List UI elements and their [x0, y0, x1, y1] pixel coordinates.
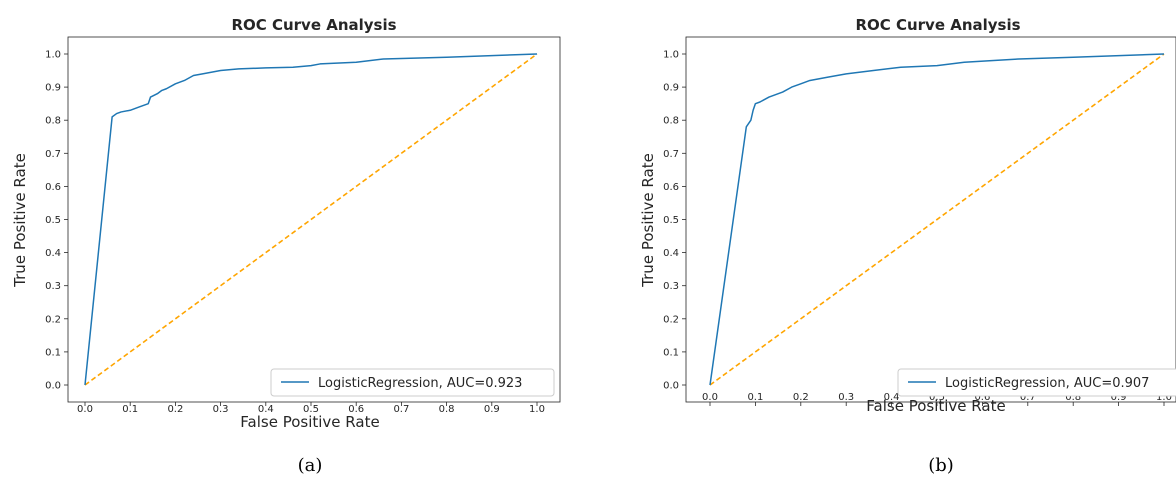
x-tick-label: 0.1 [747, 392, 763, 403]
x-tick-label: 0.7 [393, 404, 409, 415]
x-tick-label: 0.6 [348, 404, 364, 415]
x-tick-label: 0.2 [167, 404, 183, 415]
chart-title-a: ROC Curve Analysis [231, 16, 396, 34]
y-axis-label-b: True Positive Rate [639, 153, 657, 288]
roc-curve-line [84, 53, 538, 386]
legend-label-a: LogisticRegression, AUC=0.923 [318, 376, 522, 391]
y-tick-label: 0.5 [45, 215, 61, 226]
caption-a: (a) [298, 455, 323, 476]
plot-area-b [685, 36, 1176, 403]
chart-title-b: ROC Curve Analysis [855, 16, 1020, 34]
legend-a: LogisticRegression, AUC=0.923 [270, 368, 555, 397]
series-layer-a [84, 53, 538, 386]
y-tick-label: 0.4 [45, 248, 61, 259]
y-tick-label: 0.3 [663, 281, 679, 292]
x-axis-label-a: False Positive Rate [240, 413, 379, 431]
x-tick-label: 0.4 [258, 404, 274, 415]
y-tick-label: 0.1 [663, 347, 679, 358]
x-tick-label: 0.5 [303, 404, 319, 415]
y-tick-label: 1.0 [45, 50, 61, 61]
x-tick-label: 0.9 [484, 404, 500, 415]
chance-diagonal-line [709, 53, 1165, 386]
y-tick-label: 0.1 [45, 347, 61, 358]
y-tick-label: 1.0 [663, 50, 679, 61]
x-axis-label-b: False Positive Rate [866, 397, 1005, 415]
x-tick-label: 0.3 [213, 404, 229, 415]
x-tick-label: 0.8 [439, 404, 455, 415]
caption-b: (b) [928, 455, 954, 476]
x-tick-label: 1.0 [1156, 392, 1172, 403]
x-tick-label: 0.0 [702, 392, 718, 403]
legend-box-b [897, 368, 1176, 397]
legend-label-b: LogisticRegression, AUC=0.907 [945, 376, 1149, 391]
chart-panel-a: ROC Curve Analysis False Positive Rate T… [11, 16, 561, 476]
x-tick-label: 0.6 [974, 392, 990, 403]
y-tick-label: 0.3 [45, 281, 61, 292]
x-ticks-b: 0.0 0.1 0.2 0.3 0.4 0.5 0.6 0.7 0.8 0.9 1.0 [702, 392, 1172, 406]
x-tick-label: 0.7 [1020, 392, 1036, 403]
y-ticks-a: 0.0 0.1 0.2 0.3 0.4 0.5 0.6 0.7 0.8 0.9 1.0 [45, 50, 68, 392]
series-layer-b [709, 53, 1165, 386]
y-tick-label: 0.6 [45, 182, 61, 193]
chance-diagonal-line [84, 53, 538, 386]
x-tick-label: 0.5 [929, 392, 945, 403]
y-tick-label: 0.9 [45, 83, 61, 94]
legend-box-a [270, 368, 555, 397]
y-tick-label: 0.8 [45, 116, 61, 127]
y-tick-label: 0.7 [663, 149, 679, 160]
y-tick-label: 0.2 [45, 314, 61, 325]
y-tick-label: 0.7 [45, 149, 61, 160]
y-ticks-b: 0.0 0.1 0.2 0.3 0.4 0.5 0.6 0.7 0.8 0.9 1.0 [663, 50, 686, 392]
y-tick-label: 0.0 [45, 381, 61, 392]
chart-panel-b: ROC Curve Analysis False Positive Rate T… [639, 16, 1176, 476]
roc-curve-line [709, 53, 1165, 386]
y-tick-label: 0.8 [663, 116, 679, 127]
x-tick-label: 0.1 [122, 404, 138, 415]
legend-b: LogisticRegression, AUC=0.907 [897, 368, 1176, 397]
y-tick-label: 0.5 [663, 215, 679, 226]
y-tick-label: 0.9 [663, 83, 679, 94]
x-tick-label: 0.3 [838, 392, 854, 403]
x-tick-label: 1.0 [529, 404, 545, 415]
x-ticks-a: 0.0 0.1 0.2 0.3 0.4 0.5 0.6 0.7 0.8 0.9 1.0 [77, 402, 545, 415]
y-axis-label-a: True Positive Rate [11, 153, 29, 288]
x-tick-label: 0.8 [1065, 392, 1081, 403]
y-tick-label: 0.6 [663, 182, 679, 193]
x-tick-label: 0.2 [793, 392, 809, 403]
y-tick-label: 0.4 [663, 248, 679, 259]
y-tick-label: 0.0 [663, 381, 679, 392]
y-tick-label: 0.2 [663, 314, 679, 325]
x-tick-label: 0.4 [884, 392, 900, 403]
x-tick-label: 0.0 [77, 404, 93, 415]
x-tick-label: 0.9 [1111, 392, 1127, 403]
